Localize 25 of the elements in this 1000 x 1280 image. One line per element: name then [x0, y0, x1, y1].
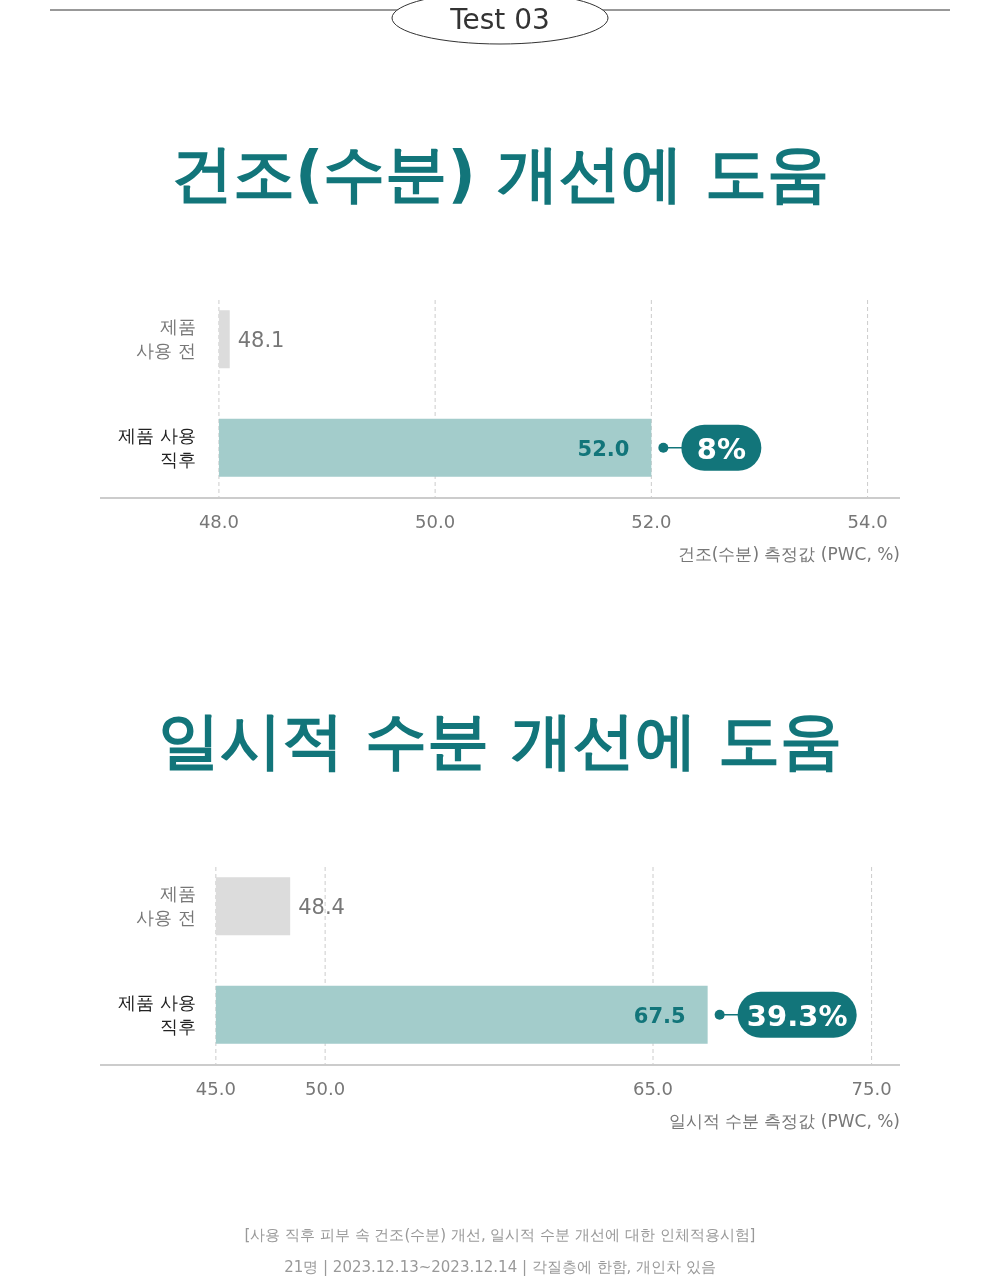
x-axis-title: 일시적 수분 측정값 (PWC, %)	[668, 1111, 900, 1131]
x-tick-label: 48.0	[198, 511, 239, 532]
y-tick-label: 제품 사용 직후	[118, 991, 196, 1037]
x-tick-label: 52.0	[631, 511, 672, 532]
x-tick-label: 75.0	[851, 1078, 892, 1099]
y-tick-label: 제품 사용 직후	[118, 424, 196, 470]
data-label: 48.4	[298, 895, 345, 920]
text: 21명 | 2023.12.13~2023.12.14 | 각질층에 한함, 개인차 있음	[284, 1258, 716, 1276]
data-label: 48.1	[237, 328, 285, 353]
x-axis-title: 건조(수분) 측정값 (PWC, %)	[677, 544, 900, 564]
text: [사용 직후 피부 속 건조(수분) 개선, 일시적 수분 개선에 대한 인체적용시험]	[244, 1226, 756, 1244]
chart-title: 건조(수분) 개선에 도움	[171, 137, 829, 210]
x-tick-label: 45.0	[195, 1078, 236, 1099]
x-tick-label: 65.0	[632, 1078, 674, 1099]
y-tick-label: 제품 사용 전	[136, 316, 196, 362]
data-label: 52.0	[577, 436, 630, 461]
text: Test 03	[449, 3, 550, 36]
chart-title: 일시적 수분 개선에 도움	[157, 704, 843, 777]
annotation: 8%	[696, 431, 746, 466]
x-tick-label: 50.0	[415, 511, 456, 532]
x-tick-label: 50.0	[305, 1078, 346, 1099]
x-tick-label: 54.0	[847, 511, 888, 532]
annotation: 39.3%	[746, 998, 848, 1033]
y-tick-label: 제품 사용 전	[136, 883, 196, 929]
data-label: 67.5	[633, 1003, 686, 1028]
